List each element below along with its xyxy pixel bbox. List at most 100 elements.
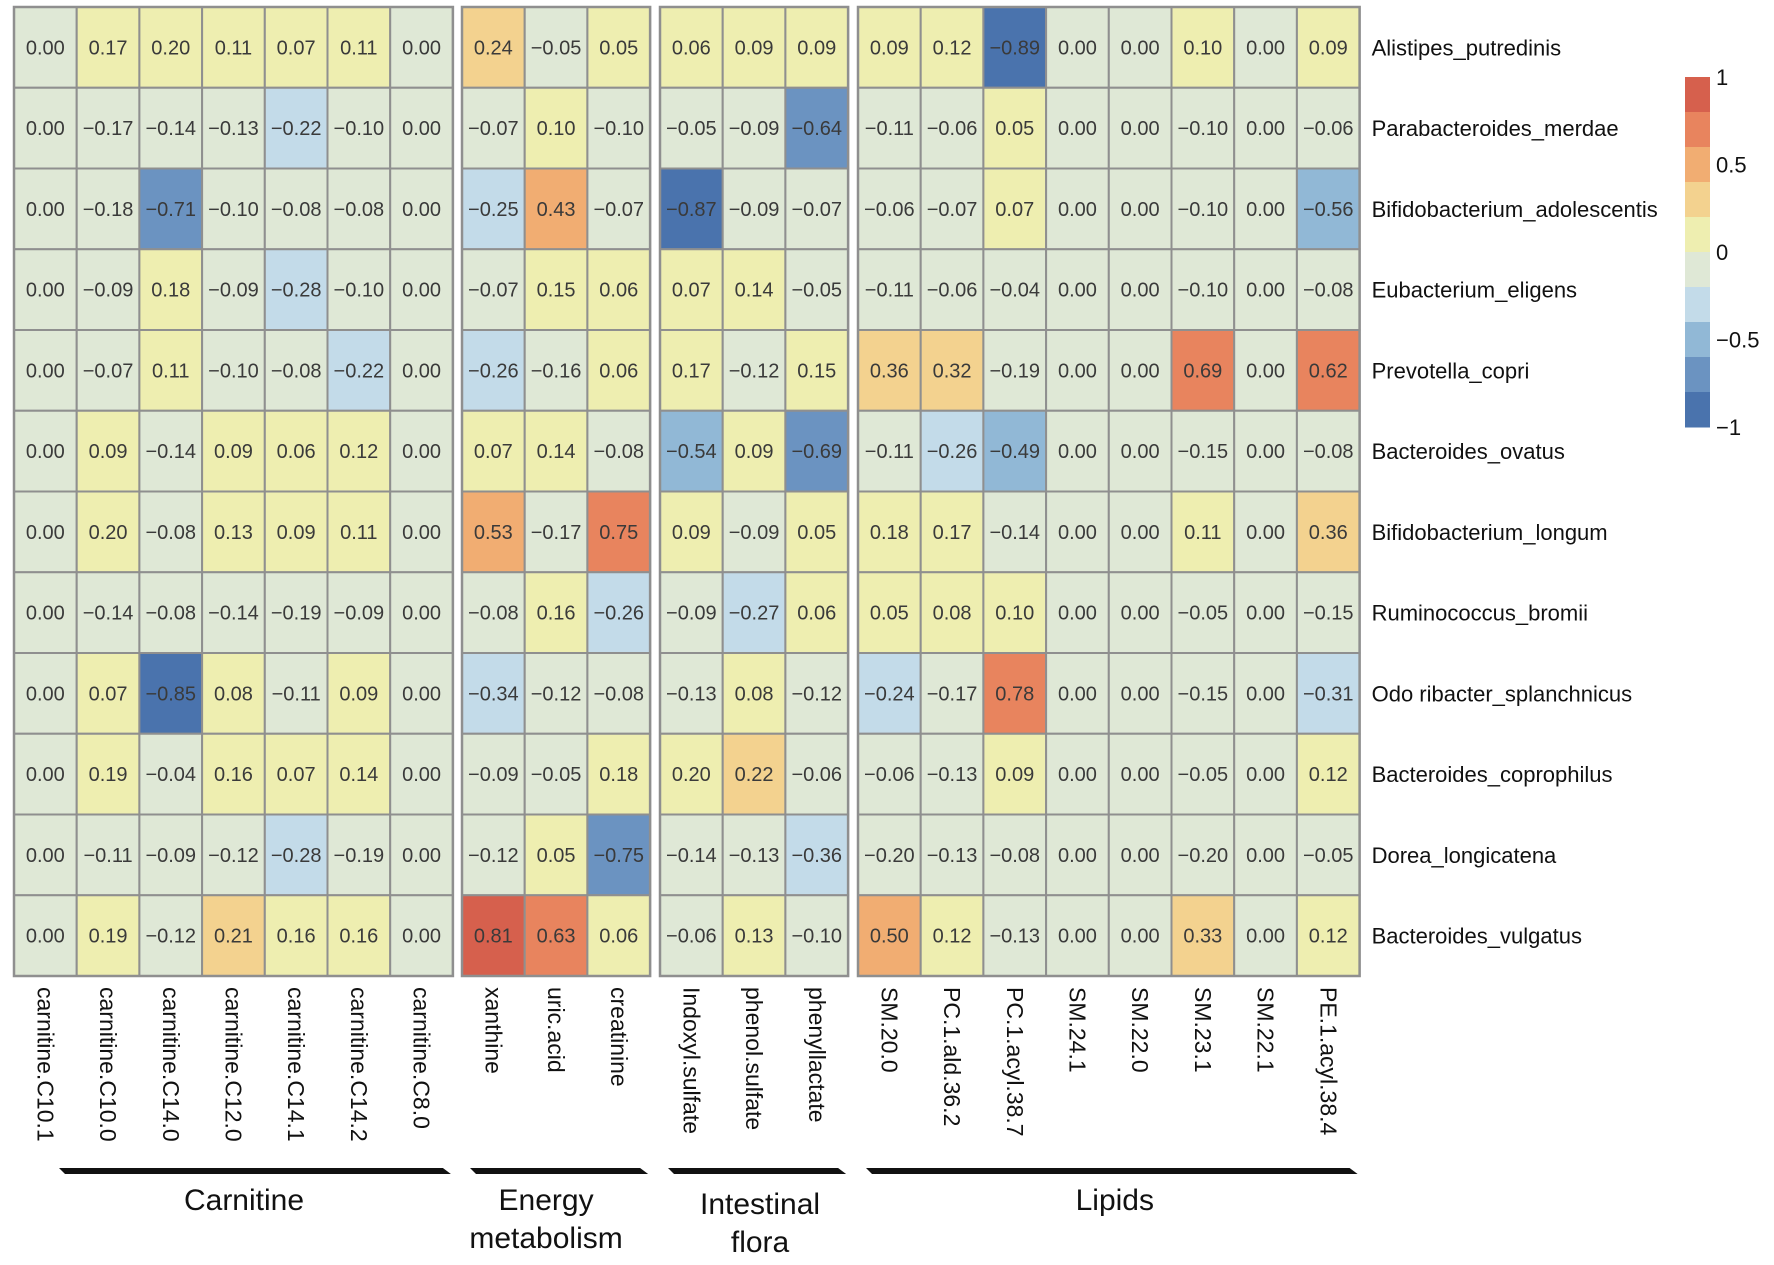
colorbar-bin bbox=[1685, 357, 1710, 393]
colorbar-bin bbox=[1685, 182, 1710, 218]
row-label: Bifidobacterium_adolescentis bbox=[1372, 197, 1658, 222]
cell-value-label: 0.53 bbox=[474, 522, 513, 544]
row-label: Alistipes_putredinis bbox=[1372, 35, 1562, 60]
colorbar-legend: 1 0.5 0 −0.5 −1 bbox=[1685, 65, 1759, 440]
cell-value-label: −0.08 bbox=[271, 360, 322, 382]
cell-value-label: 0.19 bbox=[89, 926, 128, 948]
heatmap-cell bbox=[721, 571, 787, 654]
column-label: phenyllactate bbox=[804, 987, 830, 1123]
cell-value-label: 0.00 bbox=[1121, 118, 1160, 140]
cell-value-label: −0.87 bbox=[666, 199, 717, 221]
heatmap-cell bbox=[263, 86, 329, 170]
heatmap-cell bbox=[523, 571, 589, 654]
column-label: PE.1.acyl.38.4 bbox=[1315, 987, 1341, 1136]
heatmap-cell bbox=[1233, 409, 1298, 493]
cell-value-label: −0.06 bbox=[864, 199, 915, 221]
cell-value-label: −0.10 bbox=[1178, 280, 1229, 302]
cell-value-label: −0.09 bbox=[729, 199, 780, 221]
colorbar-tick-label: 1 bbox=[1716, 65, 1728, 90]
heatmap-cell bbox=[586, 490, 652, 574]
column-label: creatinine bbox=[606, 987, 632, 1087]
heatmap-cell bbox=[1170, 86, 1236, 170]
cell-value-label: −0.19 bbox=[271, 603, 322, 625]
heatmap-cell bbox=[1295, 490, 1361, 574]
cell-value-label: −0.36 bbox=[791, 845, 842, 867]
cell-value-label: −0.05 bbox=[1303, 845, 1354, 867]
column-label: SM.20.0 bbox=[876, 987, 902, 1073]
cell-value-label: −0.11 bbox=[272, 683, 321, 705]
heatmap-cell bbox=[201, 490, 266, 574]
cell-value-label: −0.31 bbox=[1303, 683, 1354, 705]
column-label: SM.24.1 bbox=[1064, 987, 1090, 1073]
column-label: PC.1.acyl.38.7 bbox=[1002, 987, 1028, 1137]
cell-value-label: 0.18 bbox=[599, 764, 638, 786]
heatmap-cell bbox=[586, 329, 652, 412]
cell-value-label: −0.13 bbox=[729, 845, 780, 867]
heatmap-cell bbox=[201, 732, 266, 816]
cell-value-label: −0.08 bbox=[989, 845, 1040, 867]
cell-value-label: −0.08 bbox=[1303, 441, 1354, 463]
cell-value-label: 0.00 bbox=[1058, 280, 1097, 302]
cell-value-label: 0.15 bbox=[797, 360, 836, 382]
group-label: Energy bbox=[499, 1184, 594, 1217]
cell-value-label: 0.09 bbox=[89, 441, 128, 463]
heatmap-block-intestinal-flora: 0.06 0.09 0.09 −0.05 −0.09 −0.64 −0.87 −0.09 −0.… bbox=[658, 5, 850, 978]
cell-value-label: 0.00 bbox=[1058, 926, 1097, 948]
column-label: carnitine.C8.0 bbox=[409, 987, 435, 1129]
heatmap-cell bbox=[389, 86, 454, 170]
cell-value-label: −0.11 bbox=[83, 845, 132, 867]
group-bracket-bar bbox=[59, 1168, 451, 1174]
cell-value-label: −0.27 bbox=[729, 603, 780, 625]
cell-value-label: 0.32 bbox=[933, 360, 972, 382]
cell-value-label: 0.10 bbox=[995, 603, 1034, 625]
cell-value-label: 0.00 bbox=[1121, 37, 1160, 59]
heatmap-cell bbox=[659, 732, 724, 816]
cell-value-label: 0.00 bbox=[1058, 360, 1097, 382]
heatmap-cell bbox=[659, 167, 724, 251]
heatmap-cell bbox=[326, 248, 392, 331]
heatmap-cell bbox=[389, 248, 454, 331]
heatmap-cell bbox=[1170, 490, 1236, 574]
cell-value-label: 0.09 bbox=[735, 441, 774, 463]
cell-value-label: −0.49 bbox=[989, 441, 1040, 463]
cell-value-label: 0.09 bbox=[1309, 37, 1348, 59]
heatmap-cell bbox=[523, 732, 589, 816]
heatmap-cell bbox=[586, 732, 652, 816]
heatmap-cell bbox=[1045, 6, 1110, 89]
cell-value-label: 0.06 bbox=[599, 926, 638, 948]
cell-value-label: 0.43 bbox=[537, 199, 576, 221]
cell-value-label: −0.12 bbox=[145, 926, 196, 948]
row-label: Eubacterium_eligens bbox=[1372, 278, 1577, 303]
cell-value-label: −0.15 bbox=[1178, 441, 1229, 463]
heatmap-cell bbox=[75, 248, 141, 331]
cell-value-label: −0.17 bbox=[83, 118, 134, 140]
cell-value-label: 0.06 bbox=[277, 441, 316, 463]
cell-value-label: 0.08 bbox=[933, 603, 972, 625]
heatmap-cell bbox=[13, 248, 78, 331]
cell-value-label: −0.17 bbox=[531, 522, 582, 544]
cell-value-label: −0.26 bbox=[468, 360, 519, 382]
heatmap-cell bbox=[201, 167, 266, 251]
cell-value-label: 0.16 bbox=[277, 926, 316, 948]
cell-value-label: −0.07 bbox=[468, 118, 519, 140]
heatmap-cell bbox=[263, 652, 329, 735]
cell-value-label: 0.09 bbox=[735, 37, 774, 59]
block-border bbox=[658, 5, 850, 978]
row-label: Bifidobacterium_longum bbox=[1372, 520, 1608, 545]
column-label: carnitine.C12.0 bbox=[220, 987, 246, 1142]
colorbar-tick-label: 0 bbox=[1716, 240, 1728, 265]
cell-value-label: −0.09 bbox=[83, 280, 134, 302]
cell-value-label: 0.21 bbox=[214, 926, 253, 948]
column-label: xanthine bbox=[480, 987, 506, 1074]
cell-value-label: 0.17 bbox=[89, 37, 128, 59]
heatmap-cell bbox=[138, 652, 204, 735]
group-bracket-bar bbox=[470, 1168, 649, 1174]
colorbar-bin bbox=[1685, 252, 1710, 288]
cell-value-label: −0.10 bbox=[593, 118, 644, 140]
cell-value-label: −0.08 bbox=[1303, 280, 1354, 302]
heatmap-cell bbox=[1170, 329, 1236, 412]
heatmap-cell bbox=[523, 813, 589, 897]
heatmap-cell bbox=[1045, 813, 1110, 897]
cell-value-label: 0.07 bbox=[277, 37, 316, 59]
